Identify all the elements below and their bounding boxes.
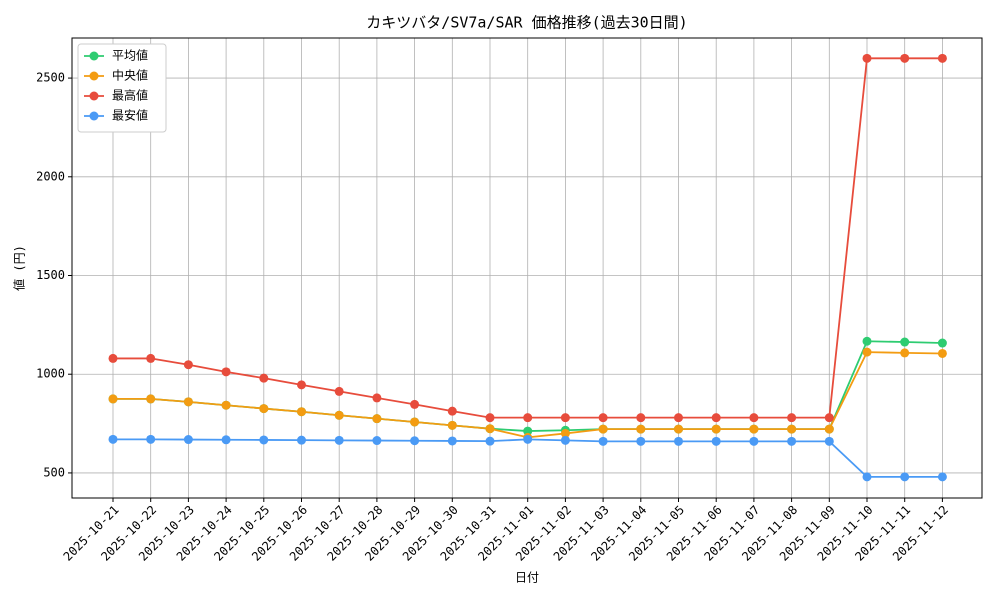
data-point [711,424,721,434]
x-axis-label: 日付 [515,571,539,585]
data-point [108,434,118,444]
data-point [711,436,721,446]
legend-marker [89,71,99,81]
y-tick-label: 2000 [36,169,65,183]
data-point [711,413,721,423]
data-point [674,424,683,434]
data-point [937,472,947,482]
data-point [900,472,910,482]
data-point [787,436,797,446]
legend-label: 最高値 [112,88,148,103]
data-point [560,413,570,423]
data-point [749,424,759,434]
legend-label: 平均値 [112,48,148,63]
data-point [372,414,382,424]
data-point [221,400,231,410]
data-point [372,393,382,403]
data-point [334,410,344,420]
data-point [824,436,834,446]
data-point [862,53,872,63]
legend-label: 中央値 [112,68,148,83]
data-point [862,472,872,482]
data-point [447,406,457,416]
data-point [900,348,910,358]
data-point [937,338,947,348]
data-point [146,434,156,444]
plot-frame [71,37,983,499]
data-point [297,435,306,445]
data-point [410,436,420,446]
data-point [824,413,834,423]
data-point [146,394,156,404]
data-point [334,386,344,396]
data-point [146,353,156,363]
data-point [824,424,834,434]
chart-title: カキツバタ/SV7a/SAR 価格推移(過去30日間) [366,14,687,32]
data-point [937,53,947,63]
data-point [485,436,495,446]
data-point [259,435,269,445]
data-point [862,336,872,346]
data-point [674,413,683,423]
data-point [862,347,872,357]
data-point [523,413,533,423]
legend-marker [89,91,99,101]
data-point [900,53,910,63]
data-point [297,380,306,390]
data-point [108,394,118,404]
data-point [410,417,420,427]
data-point [259,404,269,414]
legend-frame [77,43,167,133]
y-tick-label: 1500 [36,268,65,282]
data-point [560,435,570,445]
y-tick-label: 2500 [36,71,65,85]
data-point [636,413,646,423]
data-point [900,337,910,347]
data-point [674,436,683,446]
data-point [297,407,306,417]
data-point [598,436,608,446]
data-point [334,435,344,445]
data-point [937,348,947,358]
data-point [410,399,420,409]
legend-marker [89,51,99,61]
legend-marker [89,111,99,121]
data-point [523,426,533,436]
data-point [372,436,382,446]
data-point [598,413,608,423]
y-tick-label: 500 [43,465,65,479]
data-point [749,413,759,423]
data-point [485,413,495,423]
data-point [485,424,495,434]
legend-label: 最安値 [112,108,148,123]
data-point [749,436,759,446]
data-point [560,428,570,438]
data-point [787,413,797,423]
data-point [636,436,646,446]
data-point [108,353,118,363]
data-point [259,373,269,383]
data-point [523,434,533,444]
y-axis-label: 値 (円) [12,245,27,291]
data-point [221,435,231,445]
data-point [183,435,193,445]
data-point [447,420,457,430]
data-point [183,397,193,407]
data-point [447,436,457,446]
data-point [221,367,231,377]
y-tick-label: 1000 [36,367,65,381]
data-point [787,424,797,434]
data-point [598,424,608,434]
data-point [183,360,193,370]
data-point [636,424,646,434]
